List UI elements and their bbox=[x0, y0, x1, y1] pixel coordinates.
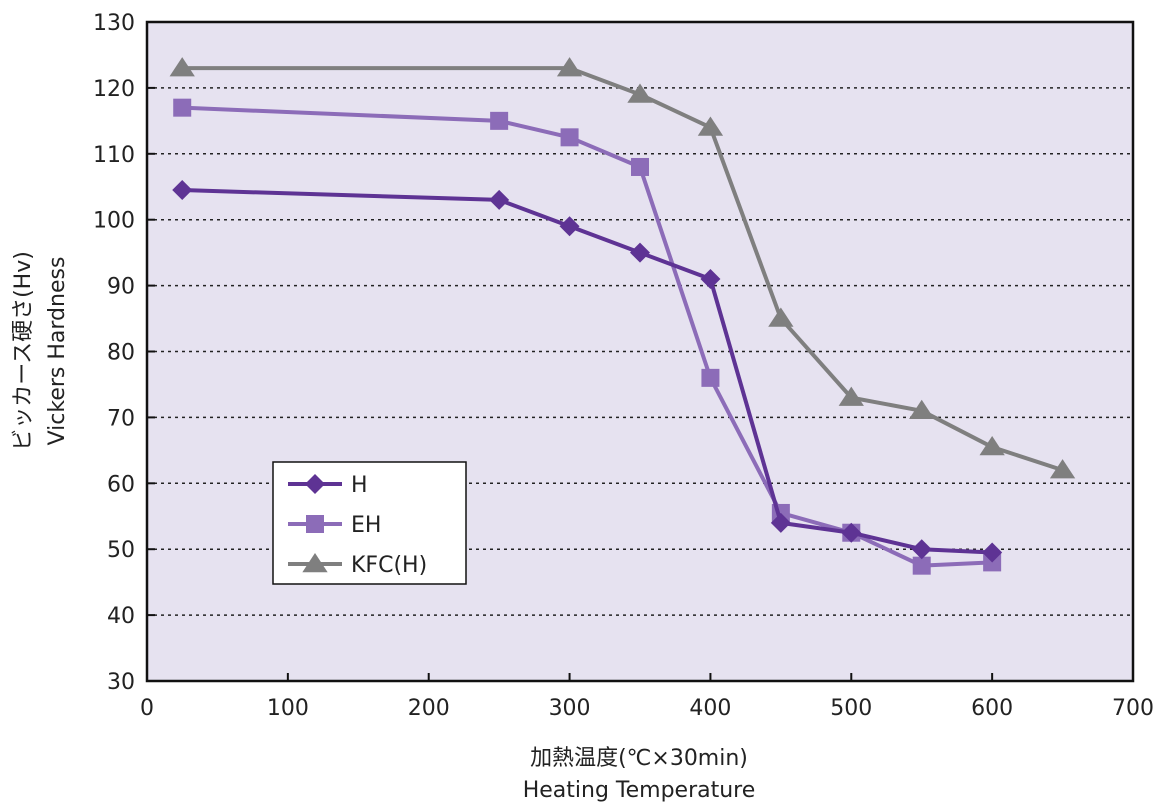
data-point-kfc-h bbox=[556, 57, 583, 77]
x-tick-label: 600 bbox=[971, 696, 1013, 721]
data-point-kfc-h bbox=[1049, 459, 1076, 479]
data-point-h bbox=[630, 242, 650, 263]
data-point-kfc-h bbox=[169, 57, 195, 77]
y-tick-labels: 30 40 50 60 70 80 90 100 110 120 130 bbox=[93, 11, 155, 695]
data-point-h bbox=[982, 542, 1003, 563]
data-point-kfc-h bbox=[768, 307, 794, 327]
data-point-h bbox=[770, 512, 791, 533]
legend-label-h: H bbox=[351, 473, 368, 498]
data-point-eh bbox=[631, 157, 649, 176]
x-tick-labels: 0 100 200 300 400 500 600 700 bbox=[140, 673, 1154, 721]
x-tick-label: 500 bbox=[830, 696, 872, 721]
data-point-eh bbox=[173, 98, 192, 117]
data-point-eh bbox=[701, 368, 720, 387]
x-axis-label-jp: 加熱温度(℃×30min) bbox=[530, 746, 748, 771]
y-axis-label-en: Vickers Hardness bbox=[45, 257, 70, 446]
data-point-h bbox=[841, 522, 862, 543]
data-point-h bbox=[489, 189, 510, 210]
data-point-kfc-h bbox=[838, 386, 864, 406]
x-tick-label: 300 bbox=[549, 696, 591, 721]
x-tick-label: 400 bbox=[689, 696, 731, 721]
y-tick-label: 100 bbox=[93, 209, 135, 234]
x-tick-label: 200 bbox=[408, 696, 450, 721]
y-tick-label: 30 bbox=[107, 670, 135, 695]
x-tick-label: 700 bbox=[1112, 696, 1154, 721]
series-h bbox=[172, 180, 1003, 563]
x-axis-label-en: Heating Temperature bbox=[523, 778, 756, 803]
y-tick-label: 130 bbox=[93, 11, 135, 36]
y-tick-label: 60 bbox=[107, 472, 135, 497]
data-point-h bbox=[700, 269, 721, 290]
data-point-kfc-h bbox=[979, 436, 1005, 456]
legend-label-eh: EH bbox=[351, 513, 381, 538]
legend-marker-kfc-h bbox=[302, 553, 328, 573]
legend-marker-h bbox=[305, 474, 325, 494]
legend-marker-eh bbox=[306, 515, 324, 533]
series-layer bbox=[169, 57, 1076, 575]
y-tick-label: 110 bbox=[93, 143, 135, 168]
y-tick-label: 90 bbox=[107, 275, 135, 300]
data-point-h bbox=[172, 180, 193, 201]
x-tick-label: 0 bbox=[140, 696, 154, 721]
y-tick-label: 80 bbox=[107, 341, 135, 366]
data-point-kfc-h bbox=[627, 83, 653, 103]
series-kfc-h bbox=[169, 57, 1076, 479]
y-tick-label: 120 bbox=[93, 77, 135, 102]
y-axis-label-jp: ビッカース硬さ(Hv) bbox=[11, 251, 36, 451]
data-point-h bbox=[559, 216, 580, 237]
x-tick-label: 100 bbox=[267, 696, 309, 721]
data-point-h bbox=[911, 539, 932, 560]
data-point-kfc-h bbox=[697, 116, 724, 136]
data-point-kfc-h bbox=[909, 399, 935, 420]
data-point-eh bbox=[560, 128, 579, 147]
legend: H EH KFC(H) bbox=[272, 461, 467, 585]
y-tick-label: 50 bbox=[107, 538, 135, 563]
legend-label-kfc-h: KFC(H) bbox=[351, 553, 427, 578]
data-point-eh bbox=[490, 111, 509, 130]
y-tick-label: 40 bbox=[107, 604, 135, 629]
y-tick-label: 70 bbox=[107, 406, 135, 431]
data-point-eh bbox=[912, 556, 931, 575]
